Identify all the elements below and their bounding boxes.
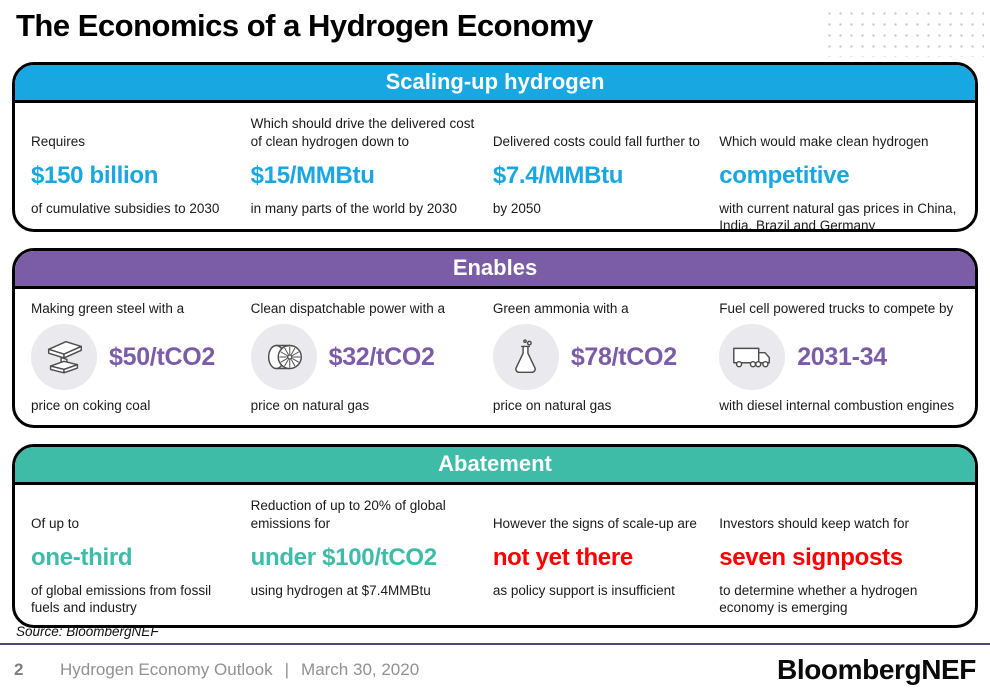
col-desc: by 2050	[492, 200, 541, 216]
col-desc: as policy support is insufficient	[492, 582, 675, 598]
panel-enables: Enables Making green steel with a	[12, 248, 978, 428]
panel-body-enables: Making green steel with a	[15, 289, 975, 425]
col-intro: Fuel cell powered trucks to compete by	[719, 301, 954, 316]
steel-beam-icon	[31, 324, 97, 390]
col-intro: Reduction of up to 20% of global emissio…	[250, 498, 446, 532]
col-intro: Which should drive the delivered cost of…	[250, 116, 475, 150]
col-value: 2031-34	[797, 342, 887, 371]
scaling-col-delivered-cost: Which should drive the delivered cost of…	[250, 114, 477, 229]
col-desc: price on natural gas	[250, 398, 370, 413]
panel-header-enables: Enables	[15, 251, 975, 289]
truck-icon	[719, 324, 786, 390]
col-value: one-third	[31, 544, 133, 571]
flask-icon	[492, 324, 559, 390]
turbine-icon	[250, 324, 317, 390]
scaling-col-competitive: Which would make clean hydrogen competit…	[719, 114, 959, 232]
col-value: $15/MMBtu	[250, 162, 375, 189]
enables-col-green-steel: Making green steel with a	[31, 300, 235, 416]
col-value: competitive	[719, 162, 850, 189]
abatement-col-one-third: Of up to one-third of global emissions f…	[31, 496, 235, 617]
col-desc: with current natural gas prices in China…	[719, 200, 957, 232]
page-number: 2	[14, 659, 24, 679]
panel-stack: Scaling-up hydrogen Requires $150 billio…	[12, 62, 978, 628]
col-intro: Green ammonia with a	[492, 301, 629, 316]
footer-date: March 30, 2020	[301, 659, 420, 679]
footer-divider	[0, 643, 990, 645]
icon-value-row: $78/tCO2	[492, 324, 703, 390]
col-desc: price on natural gas	[492, 398, 612, 413]
enables-col-dispatchable-power: Clean dispatchable power with a	[250, 300, 477, 416]
source-note: Source: BloombergNEF	[16, 624, 159, 639]
col-value: $32/tCO2	[328, 342, 435, 371]
col-desc: with diesel internal combustion engines	[719, 398, 955, 413]
icon-value-row: 2031-34	[719, 324, 959, 390]
col-intro: Requires	[31, 134, 86, 150]
col-desc: price on coking coal	[31, 398, 151, 413]
col-value: $78/tCO2	[570, 342, 677, 371]
col-intro: Which would make clean hydrogen	[719, 134, 929, 150]
panel-abatement: Abatement Of up to one-third of global e…	[12, 444, 978, 628]
col-desc: to determine whether a hydrogen economy …	[719, 582, 918, 616]
abatement-col-under-100: Reduction of up to 20% of global emissio…	[251, 496, 477, 617]
col-desc: of global emissions from fossil fuels an…	[31, 582, 212, 616]
col-intro: Of up to	[31, 516, 80, 532]
abatement-col-seven-signposts: Investors should keep watch for seven si…	[719, 496, 959, 617]
panel-body-scaling: Requires $150 billion of cumulative subs…	[15, 103, 975, 232]
col-value: $50/tCO2	[109, 342, 215, 371]
footer-deck-title: Hydrogen Economy Outlook	[60, 659, 273, 679]
bloombergnef-logo: BloombergNEF	[777, 653, 976, 685]
scaling-col-subsidies: Requires $150 billion of cumulative subs…	[31, 114, 235, 229]
col-intro: Investors should keep watch for	[719, 516, 910, 532]
col-intro: However the signs of scale-up are	[492, 516, 697, 532]
icon-value-row: $32/tCO2	[250, 324, 477, 390]
col-value: under $100/tCO2	[250, 544, 438, 571]
panel-body-abatement: Of up to one-third of global emissions f…	[15, 485, 975, 625]
panel-header-abatement: Abatement	[15, 447, 975, 485]
col-value: $7.4/MMBtu	[492, 162, 624, 189]
col-intro: Clean dispatchable power with a	[250, 301, 445, 316]
col-desc: using hydrogen at $7.4MMBtu	[250, 582, 431, 598]
abatement-col-not-yet-there: However the signs of scale-up are not ye…	[493, 496, 703, 617]
enables-col-green-ammonia: Green ammonia with a $78/tCO2 pr	[492, 300, 703, 416]
col-value: seven signposts	[719, 544, 903, 571]
dot-pattern-decoration	[822, 4, 984, 57]
enables-col-fuel-cell-trucks: Fuel cell powered trucks to compete by	[719, 300, 959, 416]
col-desc: in many parts of the world by 2030	[250, 200, 457, 216]
icon-value-row: $50/tCO2	[31, 324, 235, 390]
col-value: $150 billion	[31, 162, 159, 189]
scaling-col-fall-further: Delivered costs could fall further to $7…	[492, 114, 703, 229]
col-value: not yet there	[492, 544, 633, 571]
page-title: The Economics of a Hydrogen Economy	[16, 8, 593, 43]
col-intro: Delivered costs could fall further to	[492, 134, 700, 150]
footer-separator: |	[284, 659, 290, 679]
panel-header-scaling: Scaling-up hydrogen	[15, 65, 975, 103]
col-desc: of cumulative subsidies to 2030	[31, 200, 220, 216]
col-intro: Making green steel with a	[31, 301, 185, 316]
panel-scaling-up-hydrogen: Scaling-up hydrogen Requires $150 billio…	[12, 62, 978, 232]
footer: 2 Hydrogen Economy Outlook | March 30, 2…	[0, 645, 990, 694]
footer-text: Hydrogen Economy Outlook | March 30, 202…	[60, 660, 419, 680]
